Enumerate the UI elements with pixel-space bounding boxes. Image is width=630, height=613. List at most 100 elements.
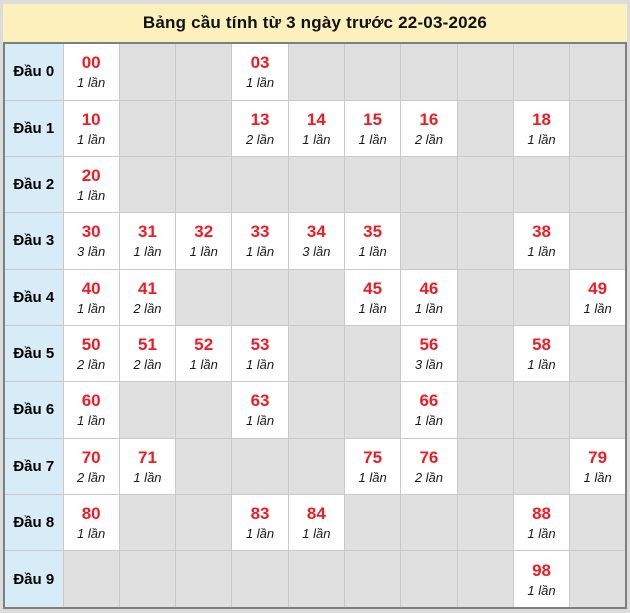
row-label: Đầu 7 xyxy=(3,437,64,495)
number-value: 76 xyxy=(419,447,439,467)
occurrence-count: 2 lần xyxy=(414,131,444,147)
number-value: 20 xyxy=(81,166,101,186)
number-value: 83 xyxy=(250,504,270,524)
number-cell: 60 1 lần xyxy=(62,381,120,439)
number-cell: 15 1 lần xyxy=(343,99,402,157)
number-cell: 14 1 lần xyxy=(287,99,345,157)
number-value: 66 xyxy=(419,391,439,411)
number-cell: 38 1 lần xyxy=(512,212,571,270)
empty-cell xyxy=(512,437,571,495)
empty-cell xyxy=(175,550,233,609)
number-cell: 49 1 lần xyxy=(569,268,627,326)
empty-cell xyxy=(343,42,402,101)
empty-cell xyxy=(118,155,177,214)
empty-cell xyxy=(512,42,571,101)
empty-cell xyxy=(569,493,627,552)
number-cell: 51 2 lần xyxy=(118,324,177,383)
empty-cell xyxy=(118,42,177,101)
empty-cell xyxy=(400,550,458,609)
number-cell: 31 1 lần xyxy=(118,212,177,270)
number-value: 40 xyxy=(81,278,101,298)
number-cell: 75 1 lần xyxy=(343,437,402,495)
empty-cell xyxy=(287,550,345,609)
number-value: 30 xyxy=(81,222,101,242)
number-value: 00 xyxy=(81,53,101,73)
number-value: 35 xyxy=(363,222,383,242)
occurrence-count: 1 lần xyxy=(527,526,556,542)
occurrence-count: 2 lần xyxy=(77,469,106,485)
occurrence-count: 1 lần xyxy=(302,526,331,542)
number-value: 75 xyxy=(363,447,383,467)
table-row: Đầu 4 40 1 lần 41 2 lần 45 1 lần 46 1 lần 49 1 lần xyxy=(3,268,627,326)
number-cell: 53 1 lần xyxy=(231,324,289,383)
empty-cell xyxy=(287,324,345,383)
empty-cell xyxy=(456,493,514,552)
row-label: Đầu 2 xyxy=(3,155,64,214)
number-value: 14 xyxy=(306,109,326,129)
number-cell: 79 1 lần xyxy=(569,437,627,495)
empty-cell xyxy=(231,155,289,214)
number-value: 33 xyxy=(250,222,270,242)
empty-cell xyxy=(343,155,402,214)
occurrence-count: 1 lần xyxy=(77,526,106,542)
number-cell: 45 1 lần xyxy=(343,268,402,326)
empty-cell xyxy=(118,381,177,439)
number-value: 10 xyxy=(81,109,101,129)
number-value: 52 xyxy=(194,335,214,355)
occurrence-count: 3 lần xyxy=(414,357,444,373)
empty-cell xyxy=(400,493,458,552)
occurrence-count: 1 lần xyxy=(302,131,331,147)
empty-cell xyxy=(343,324,402,383)
row-label: Đầu 6 xyxy=(3,381,64,439)
number-value: 53 xyxy=(250,335,270,355)
number-cell: 46 1 lần xyxy=(400,268,458,326)
table-row: Đầu 1 10 1 lần 13 2 lần 14 1 lần 15 1 lần 16 2 lần… xyxy=(3,99,627,157)
table-row: Đầu 0 00 1 lần 03 1 lần xyxy=(3,42,627,101)
occurrence-count: 1 lần xyxy=(245,357,275,373)
number-cell: 84 1 lần xyxy=(287,493,345,552)
occurrence-count: 1 lần xyxy=(414,300,444,316)
occurrence-count: 1 lần xyxy=(358,469,387,485)
lottery-bridge-panel: Bảng cầu tính từ 3 ngày trước 22-03-2026… xyxy=(3,4,627,611)
empty-cell xyxy=(343,381,402,439)
number-value: 80 xyxy=(81,504,101,524)
row-label: Đầu 5 xyxy=(3,324,64,383)
occurrence-count: 1 lần xyxy=(527,131,556,147)
occurrence-count: 1 lần xyxy=(527,582,556,598)
empty-cell xyxy=(400,42,458,101)
occurrence-count: 1 lần xyxy=(414,413,444,429)
empty-cell xyxy=(456,268,514,326)
number-cell: 88 1 lần xyxy=(512,493,571,552)
occurrence-count: 1 lần xyxy=(358,300,387,316)
occurrence-count: 1 lần xyxy=(77,131,106,147)
empty-cell xyxy=(175,155,233,214)
empty-cell xyxy=(62,550,120,609)
occurrence-count: 2 lần xyxy=(133,357,162,373)
occurrence-count: 1 lần xyxy=(77,188,106,204)
empty-cell xyxy=(287,437,345,495)
empty-cell xyxy=(456,42,514,101)
occurrence-count: 1 lần xyxy=(583,300,612,316)
number-value: 71 xyxy=(137,447,157,467)
empty-cell xyxy=(569,324,627,383)
number-cell: 41 2 lần xyxy=(118,268,177,326)
occurrence-count: 3 lần xyxy=(302,244,331,260)
number-value: 58 xyxy=(532,335,551,355)
occurrence-count: 1 lần xyxy=(583,469,612,485)
number-cell: 76 2 lần xyxy=(400,437,458,495)
number-cell: 66 1 lần xyxy=(400,381,458,439)
empty-cell xyxy=(456,550,514,609)
number-value: 45 xyxy=(363,278,383,298)
row-label: Đầu 8 xyxy=(3,493,64,552)
number-value: 41 xyxy=(137,278,157,298)
table-row: Đầu 5 50 2 lần 51 2 lần 52 1 lần 53 1 lần 56 3 lần… xyxy=(3,324,627,383)
empty-cell xyxy=(456,212,514,270)
number-value: 34 xyxy=(306,222,326,242)
number-cell: 18 1 lần xyxy=(512,99,571,157)
empty-cell xyxy=(569,155,627,214)
number-cell: 71 1 lần xyxy=(118,437,177,495)
number-value: 15 xyxy=(363,109,383,129)
empty-cell xyxy=(456,324,514,383)
number-cell: 80 1 lần xyxy=(62,493,120,552)
empty-cell xyxy=(175,437,233,495)
